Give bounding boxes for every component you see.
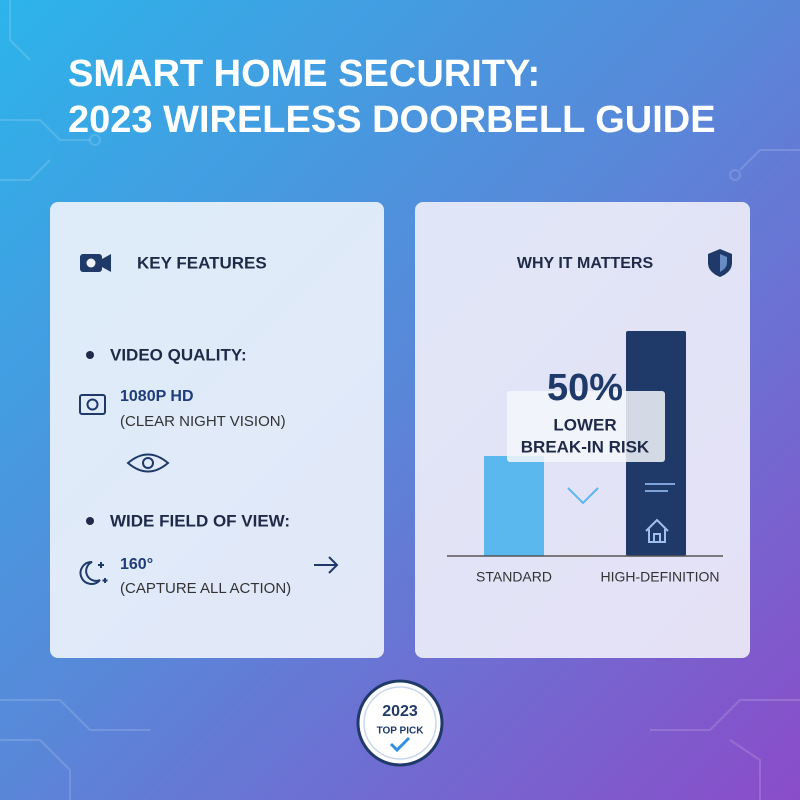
stat: 50% [547,367,623,409]
bar-lines [645,483,675,492]
bullet [86,351,94,359]
badge-label: TOP PICK [377,726,425,737]
title-line: SMART HOME SECURITY: [68,53,540,95]
house-icon [645,518,669,543]
stat-box [507,391,665,462]
stat-label: BREAK-IN RISK [521,437,650,456]
arrow-icon [314,556,339,574]
feature-label: VIDEO QUALITY: [110,345,247,364]
feature-value: 1080P HD [120,388,194,405]
eye-icon [126,453,170,473]
badge-check [389,736,411,753]
feature-label: WIDE FIELD OF VIEW: [110,511,290,530]
features-card [50,202,384,658]
moon-icon [79,560,108,585]
category-label: STANDARD [476,569,552,585]
bullet [86,517,94,525]
badge-year: 2023 [382,703,418,720]
chevron [567,487,599,505]
title-line: 2023 WIRELESS DOORBELL GUIDE [68,99,716,141]
stat-label: LOWER [553,415,616,434]
badge [356,679,444,767]
shield-icon [708,249,732,277]
category-label: HIGH-DEFINITION [601,569,720,585]
screen-icon [79,394,106,415]
matters-heading: WHY IT MATTERS [517,255,654,272]
feature-note: (CAPTURE ALL ACTION) [120,580,291,597]
camera-icon [80,254,111,272]
features-heading: KEY FEATURES [137,253,267,272]
feature-value: 160° [120,556,153,573]
badge-ring [363,686,437,760]
standard-bar [484,456,544,556]
feature-note: (CLEAR NIGHT VISION) [120,413,286,430]
